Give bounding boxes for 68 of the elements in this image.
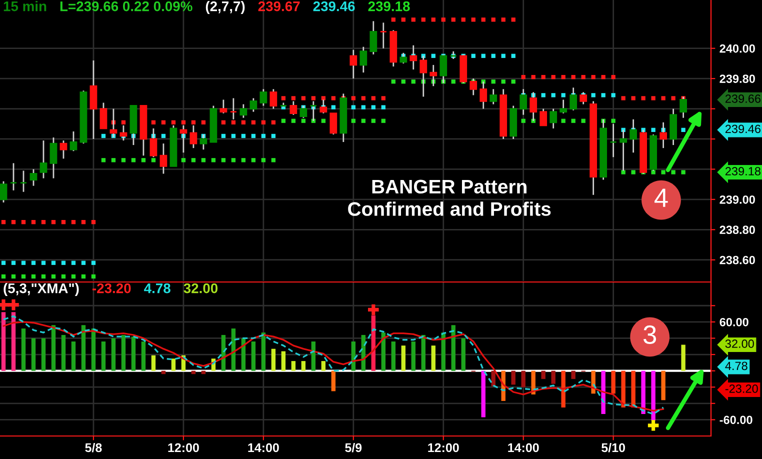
bar — [151, 355, 156, 371]
x-tick-label: 5/9 — [345, 442, 362, 452]
y-tick-label: 60.00 — [720, 318, 748, 326]
text: 32.00 — [725, 340, 754, 348]
x-tick-label: 12:00 — [168, 443, 199, 452]
x-tick-label: 12:00 — [428, 443, 459, 452]
bar — [551, 370, 556, 384]
bar — [461, 338, 466, 371]
bar — [391, 341, 396, 371]
bar — [31, 338, 36, 371]
bar — [541, 370, 546, 379]
bar — [71, 341, 76, 371]
point — [648, 420, 659, 431]
point — [368, 304, 379, 316]
bar — [41, 338, 46, 371]
bar — [281, 351, 286, 371]
bar — [571, 370, 576, 379]
x-tick-label: 5/10 — [602, 442, 625, 452]
bar — [521, 370, 526, 388]
bar — [401, 346, 406, 371]
bar — [261, 332, 266, 371]
bar — [301, 361, 306, 371]
bar — [561, 370, 566, 408]
bar — [21, 328, 26, 371]
bar — [11, 312, 16, 371]
x-tick-label: 14:00 — [248, 443, 279, 452]
bar — [511, 370, 516, 385]
bar — [331, 370, 336, 392]
y-tick-label: -60.00 — [720, 416, 752, 424]
bar — [271, 348, 276, 371]
bar — [321, 361, 326, 371]
bar — [111, 338, 116, 371]
bar — [481, 370, 486, 418]
bar — [381, 332, 386, 371]
bar — [141, 341, 146, 371]
bar — [101, 341, 106, 371]
bar — [451, 325, 456, 371]
bar — [411, 341, 416, 371]
bar — [661, 370, 666, 400]
bar — [421, 334, 426, 371]
bar — [631, 370, 636, 408]
bar — [651, 370, 656, 421]
annotation: 3 — [644, 325, 656, 344]
bar — [131, 336, 136, 371]
text: 4.78 — [725, 362, 748, 370]
bar — [601, 370, 606, 414]
x-tick-label: 5/8 — [85, 442, 102, 452]
bar — [171, 358, 176, 371]
point — [8, 299, 19, 310]
bar — [61, 334, 66, 371]
bar — [51, 325, 56, 371]
bar — [611, 370, 616, 394]
bar — [621, 370, 626, 408]
bar — [121, 334, 126, 371]
bar — [431, 346, 436, 371]
annotation: 32.00 — [184, 283, 218, 294]
bar — [81, 325, 86, 371]
x-tick-label: 14:00 — [508, 443, 539, 452]
bar — [291, 361, 296, 371]
annotation: -23.20 — [92, 283, 131, 294]
bar — [641, 370, 646, 414]
annotation: 4.78 — [144, 283, 170, 294]
text: -23.20 — [725, 384, 758, 393]
bar — [231, 328, 236, 371]
chart-title: (5,3,"XMA") — [4, 283, 79, 296]
bar — [681, 344, 686, 371]
bar — [251, 341, 256, 371]
bar — [1, 312, 6, 371]
